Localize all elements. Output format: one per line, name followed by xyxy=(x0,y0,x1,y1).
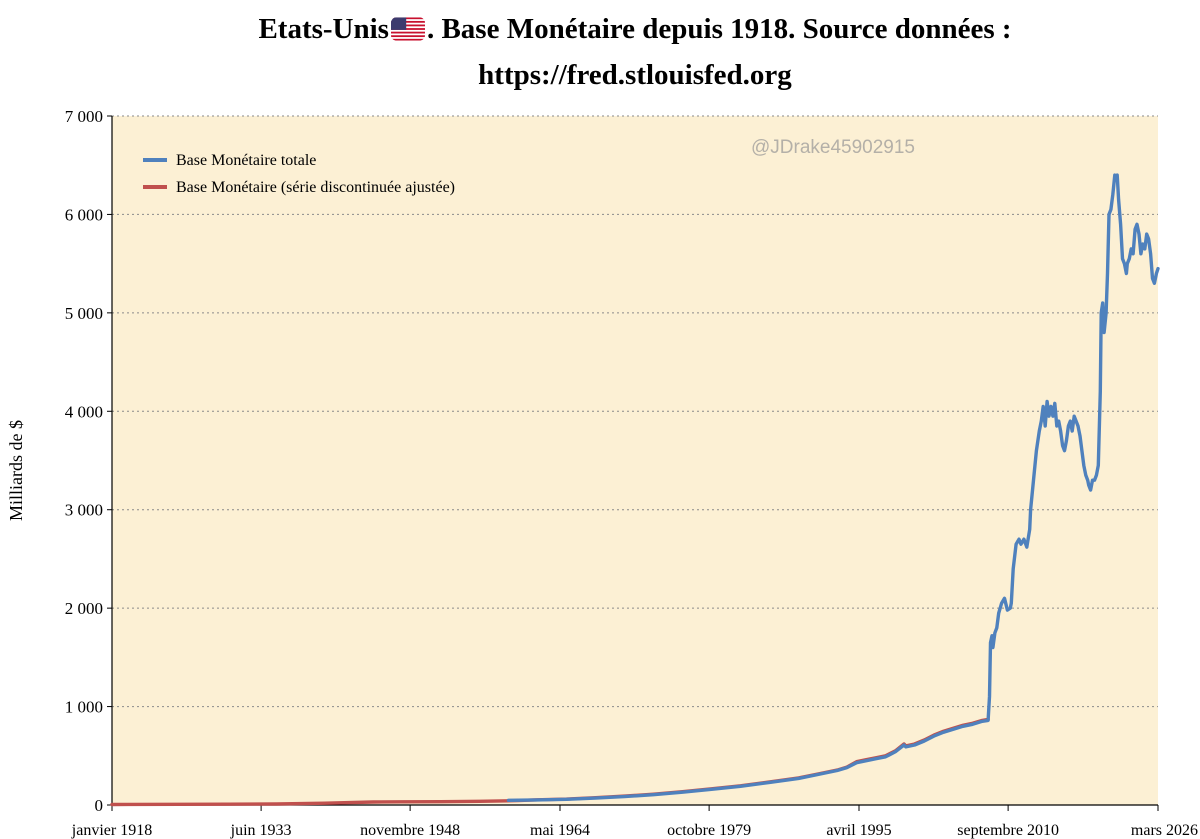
y-tick-label: 7 000 xyxy=(65,107,103,126)
y-tick-label: 6 000 xyxy=(65,205,103,224)
series-line-total xyxy=(506,173,1160,802)
x-tick-label: mars 2026 xyxy=(1131,822,1198,839)
watermark-text: @JDrake45902915 xyxy=(751,137,915,158)
legend-label: Base Monétaire (série discontinuée ajust… xyxy=(176,179,455,196)
x-ticks: janvier 1918 juin 1933 novembre 1948 mai 19… xyxy=(71,805,1198,839)
y-tick-label: 0 xyxy=(95,796,104,815)
us-flag-icon xyxy=(390,17,425,41)
gridlines xyxy=(112,115,1158,708)
legend-label: Base Monétaire totale xyxy=(176,152,316,169)
x-tick-label: juin 1933 xyxy=(230,822,292,839)
y-tick-label: 1 000 xyxy=(65,698,103,717)
legend: Base Monétaire totale Base Monétaire (sér… xyxy=(143,152,455,196)
x-tick-label: mai 1964 xyxy=(530,822,590,839)
chart-title-line-2: https://fred.stlouisfed.org xyxy=(478,59,792,91)
y-tick-label: 4 000 xyxy=(65,402,103,421)
y-tick-label: 5 000 xyxy=(65,304,103,323)
chart-title-part-1: Etats-Unis xyxy=(258,13,389,45)
y-tick-label: 3 000 xyxy=(65,501,103,520)
x-tick-label: avril 1995 xyxy=(826,822,891,839)
y-axis-label: Milliards de $ xyxy=(6,420,26,521)
y-tick-label: 2 000 xyxy=(65,599,103,618)
chart-title-line-1: Etats-Unis . Base Monétaire depuis 1918.… xyxy=(0,6,1200,52)
chart-title: Etats-Unis . Base Monétaire depuis 1918.… xyxy=(0,6,1200,98)
x-tick-label: novembre 1948 xyxy=(360,822,460,839)
series-lines xyxy=(110,173,1160,807)
plot-area xyxy=(112,116,1158,805)
x-tick-label: janvier 1918 xyxy=(71,822,152,839)
x-tick-label: septembre 2010 xyxy=(957,822,1059,839)
chart-title-part-2: . Base Monétaire depuis 1918. Source don… xyxy=(426,13,1012,45)
x-tick-label: octobre 1979 xyxy=(667,822,751,839)
y-ticks: 0 1 000 2 000 3 000 4 000 5 000 6 000 7 000 xyxy=(65,107,112,815)
